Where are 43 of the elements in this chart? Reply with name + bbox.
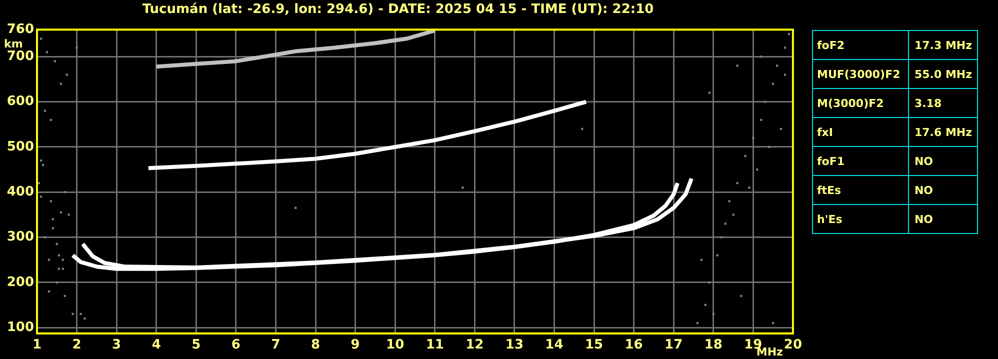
y-axis-title: km (4, 38, 23, 51)
y-tick-label: 300 (6, 230, 34, 245)
x-tick-label: 13 (505, 338, 524, 353)
text: h'Es (812, 204, 909, 234)
x-tick-label: 16 (624, 338, 643, 353)
x-tick-label: 10 (386, 338, 404, 353)
x-tick-label: 17 (664, 338, 683, 353)
text: MUF(3000)F2 (812, 60, 909, 88)
x-tick-label: 12 (466, 338, 484, 353)
text: 55.0 MHz (908, 60, 978, 88)
text: fxI (812, 118, 909, 146)
x-tick-label: 15 (584, 338, 604, 353)
text: 17.3 MHz (908, 30, 978, 60)
x-tick-label: 4 (152, 338, 161, 353)
y-tick-label: 600 (6, 94, 34, 110)
y-tick-label: 500 (6, 139, 34, 154)
x-tick-label: 11 (426, 338, 444, 353)
text: foF1 (812, 146, 909, 176)
y-tick-label: 100 (6, 320, 34, 335)
text: foF2 (812, 30, 909, 60)
text: NO (908, 176, 978, 204)
y-tick-label: 760 (6, 22, 34, 37)
x-tick-label: 2 (72, 338, 82, 353)
text: ftEs (812, 176, 909, 204)
text: NO (908, 146, 978, 176)
x-tick-label: 3 (112, 338, 122, 353)
x-tick-label: 18 (704, 338, 722, 353)
y-tick-label: 400 (6, 184, 34, 200)
x-tick-label: 14 (545, 338, 564, 353)
text: 3.18 (908, 88, 978, 118)
x-tick-label: 1 (32, 338, 42, 353)
text: 17.6 MHz (908, 118, 978, 146)
x-tick-label: 5 (192, 338, 201, 353)
x-tick-label: 8 (310, 338, 320, 353)
y-tick-label: 700 (6, 49, 34, 64)
text: NO (908, 204, 978, 234)
x-tick-label: 7 (271, 338, 280, 353)
x-tick-label: 9 (350, 338, 360, 353)
text: M(3000)F2 (812, 88, 909, 118)
x-tick-label: 20 (784, 338, 802, 353)
chart-title: Tucumán (lat: -26.9, lon: 294.6) - DATE: 2025 04 15 - TIME (UT): 22:10 (142, 2, 654, 18)
x-tick-label: 6 (231, 338, 240, 353)
y-tick-label: 200 (6, 274, 34, 290)
